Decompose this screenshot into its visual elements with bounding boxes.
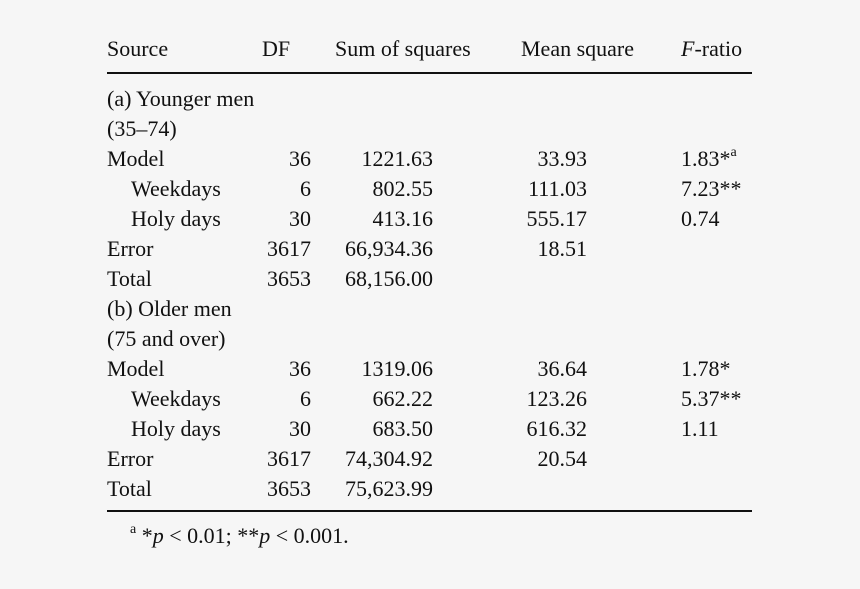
header-df: DF [262, 36, 291, 61]
row-ms: 36.64 [537, 356, 588, 381]
row-source: Holy days [131, 206, 221, 231]
header-sum-of-squares: Sum of squares [335, 36, 471, 61]
row-df: 6 [300, 386, 311, 411]
table-row: Model 36 1221.63 33.93 1.83*a [107, 144, 752, 174]
bottom-rule [107, 510, 752, 512]
row-ms: 20.54 [537, 446, 588, 471]
row-ss: 66,934.36 [345, 236, 433, 261]
footnote-part1: * [136, 523, 153, 548]
row-df: 3653 [267, 266, 311, 291]
row-ms: 33.93 [537, 146, 588, 171]
row-source: Total [107, 266, 152, 291]
row-source: (35–74) [107, 116, 177, 141]
table-row: Total 3653 75,623.99 [107, 474, 752, 504]
footnote-part2: < 0.01; ** [163, 523, 260, 548]
row-ss: 413.16 [372, 206, 434, 231]
table-row: (75 and over) [107, 324, 752, 354]
header-f-ratio: F-ratio [681, 34, 742, 64]
row-source: (b) Older men [107, 296, 232, 321]
table-row: Weekdays 6 802.55 111.03 7.23** [107, 174, 752, 204]
header-f-italic: F [681, 36, 695, 61]
row-df: 36 [289, 146, 311, 171]
table-row: Holy days 30 413.16 555.17 0.74 [107, 204, 752, 234]
row-df: 6 [300, 176, 311, 201]
footnote-p2: p [259, 523, 271, 548]
top-rule [107, 72, 752, 74]
row-source: (a) Younger men [107, 86, 255, 111]
table-footnote: a *p < 0.01; **p < 0.001. [130, 521, 349, 551]
row-f: 5.37** [681, 386, 742, 411]
row-ss: 75,623.99 [345, 476, 433, 501]
row-source: Error [107, 446, 154, 471]
row-ss: 802.55 [372, 176, 434, 201]
footnote-marker: a [130, 522, 137, 537]
row-ss: 683.50 [372, 416, 434, 441]
row-f: 0.74 [681, 206, 720, 231]
row-source: Model [107, 146, 165, 171]
row-source: Error [107, 236, 154, 261]
row-ms: 555.17 [526, 206, 588, 231]
row-ms: 616.32 [526, 416, 588, 441]
row-ss: 1221.63 [361, 146, 434, 171]
row-f: 1.83*a [681, 144, 737, 174]
row-source: Model [107, 356, 165, 381]
header-mean-square: Mean square [521, 36, 635, 61]
table-row: Error 3617 74,304.92 20.54 [107, 444, 752, 474]
header-source: Source [107, 36, 169, 61]
row-source: Holy days [131, 416, 221, 441]
row-ss: 74,304.92 [345, 446, 433, 471]
table-row: Model 36 1319.06 36.64 1.78* [107, 354, 752, 384]
row-df: 30 [289, 416, 311, 441]
row-source: Weekdays [131, 386, 221, 411]
row-ms: 18.51 [537, 236, 588, 261]
row-ss: 1319.06 [361, 356, 434, 381]
row-f: 7.23** [681, 176, 742, 201]
row-source: Weekdays [131, 176, 221, 201]
table-row: (a) Younger men [107, 84, 752, 114]
row-ss: 662.22 [372, 386, 434, 411]
row-df: 3653 [267, 476, 311, 501]
row-df: 30 [289, 206, 311, 231]
row-df: 36 [289, 356, 311, 381]
table-row: Total 3653 68,156.00 [107, 264, 752, 294]
table-row: Weekdays 6 662.22 123.26 5.37** [107, 384, 752, 414]
row-f-value: 1.83* [681, 146, 731, 171]
row-f: 1.11 [681, 416, 719, 441]
row-df: 3617 [267, 236, 311, 261]
row-ms: 123.26 [526, 386, 588, 411]
row-f: 1.78* [681, 356, 731, 381]
row-source: Total [107, 476, 152, 501]
table-row: (35–74) [107, 114, 752, 144]
table-row: Holy days 30 683.50 616.32 1.11 [107, 414, 752, 444]
footnote-p1: p [152, 523, 164, 548]
row-source: (75 and over) [107, 326, 226, 351]
table-row: Error 3617 66,934.36 18.51 [107, 234, 752, 264]
row-ms: 111.03 [528, 176, 587, 201]
footnote-part3: < 0.001. [270, 523, 349, 548]
table-header-row: Source DF Sum of squares Mean square F-r… [107, 34, 752, 64]
row-ss: 68,156.00 [345, 266, 433, 291]
table-body: (a) Younger men (35–74) Model 36 1221.63… [107, 84, 752, 504]
table-row: (b) Older men [107, 294, 752, 324]
header-f-rest: -ratio [694, 36, 743, 61]
row-f-footnote-marker: a [730, 145, 737, 160]
row-df: 3617 [267, 446, 311, 471]
